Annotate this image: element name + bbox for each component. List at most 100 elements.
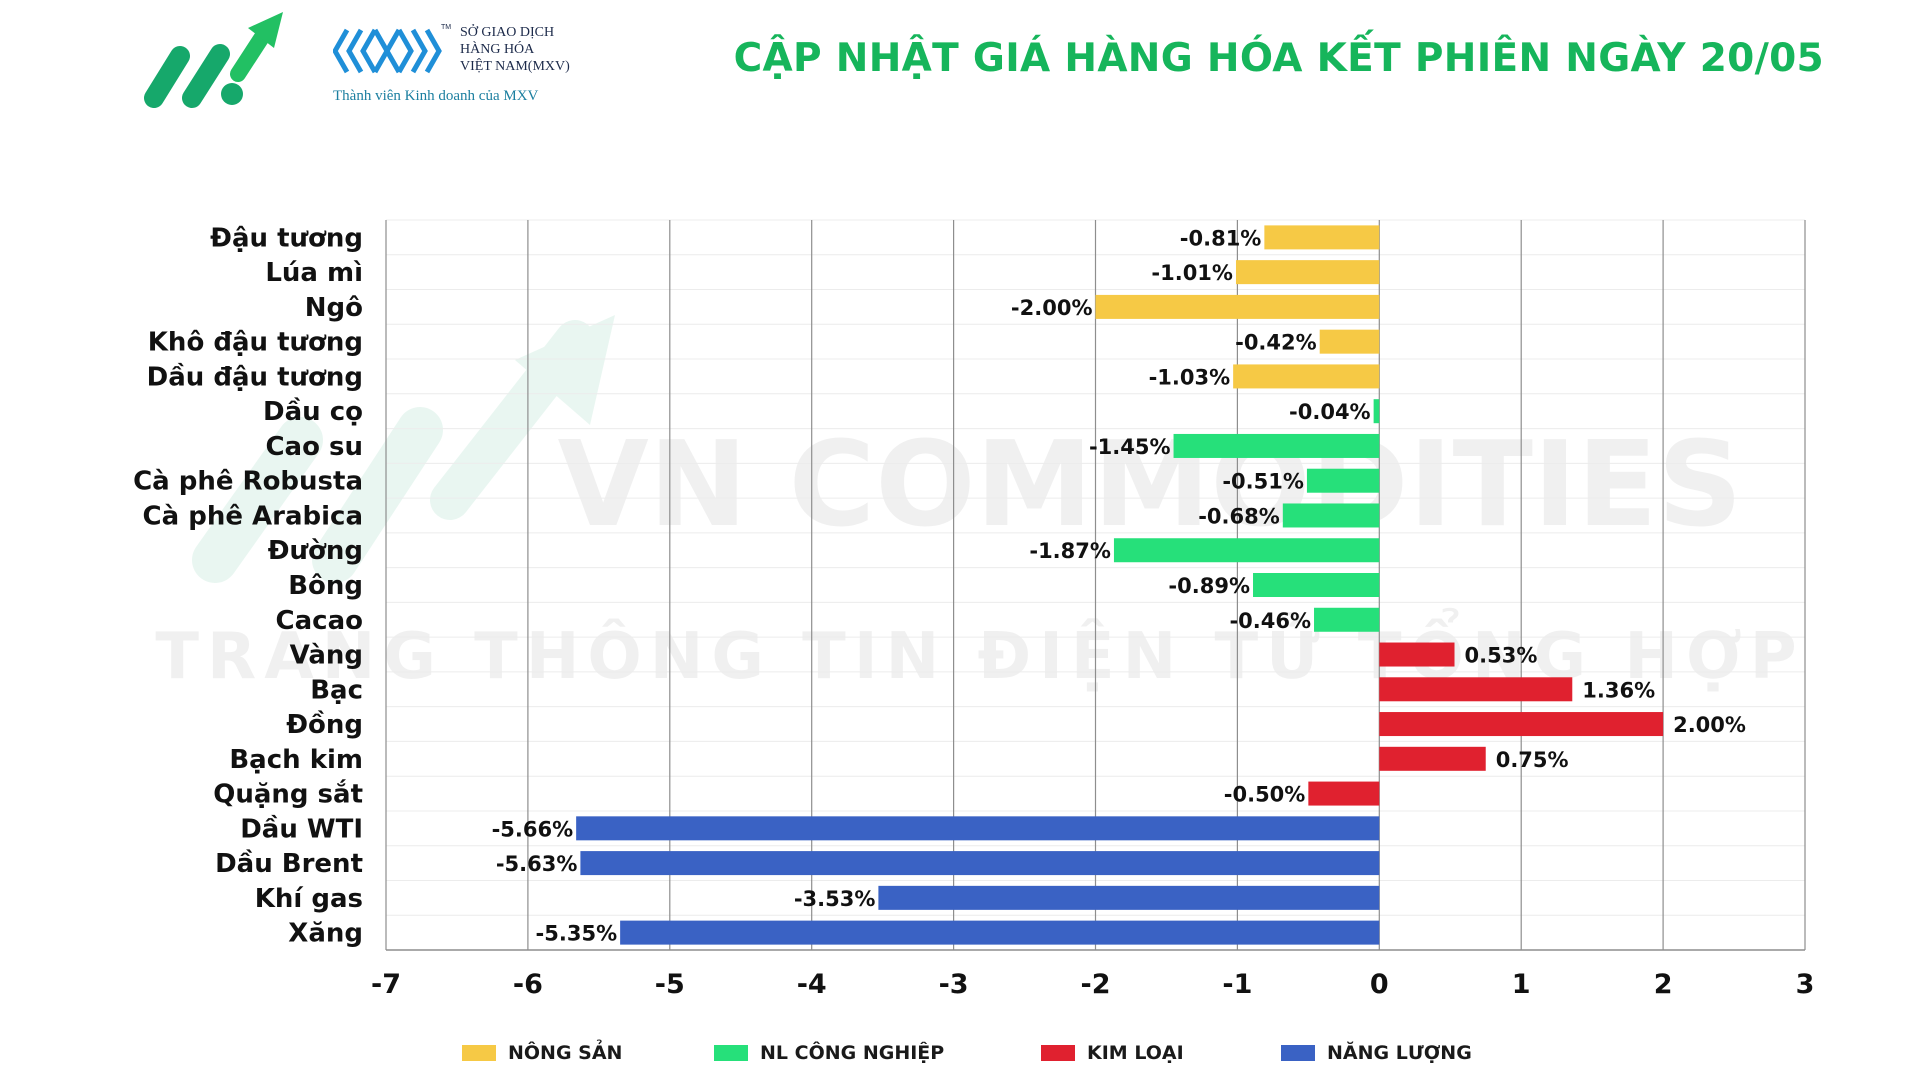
legend-swatch	[1041, 1045, 1075, 1061]
mxv-logo-icon	[333, 28, 442, 74]
legend-item: NĂNG LƯỢNG	[1281, 1038, 1472, 1068]
chart-legend: NÔNG SẢN NL CÔNG NGHIỆP KIM LOẠI NĂNG LƯỢNG	[0, 1038, 1920, 1068]
bar	[1379, 746, 1486, 771]
data-label: -3.53%	[794, 887, 876, 911]
x-tick-label: -7	[371, 969, 401, 1000]
bar	[1095, 294, 1380, 319]
page-title: CẬP NHẬT GIÁ HÀNG HÓA KẾT PHIÊN NGÀY 20/…	[733, 36, 1824, 81]
category-label: Quặng sắt	[213, 779, 363, 810]
data-label: -0.46%	[1229, 609, 1311, 633]
data-label: -0.68%	[1198, 504, 1280, 528]
category-label: Xăng	[288, 919, 363, 949]
data-label: -1.45%	[1089, 435, 1171, 459]
bar	[1379, 677, 1573, 702]
data-label: 0.75%	[1496, 748, 1569, 772]
bar	[1173, 433, 1380, 458]
data-label: 1.36%	[1582, 678, 1655, 702]
x-tick-label: -3	[939, 969, 969, 1000]
bar	[580, 851, 1380, 876]
legend-item: KIM LOẠI	[1041, 1038, 1184, 1068]
bar	[1282, 503, 1380, 528]
category-label: Dầu Brent	[215, 848, 363, 879]
category-label: Ngô	[305, 293, 363, 323]
category-label: Dầu cọ	[263, 396, 363, 427]
bar	[1253, 573, 1380, 597]
data-label: -1.87%	[1029, 539, 1111, 563]
bar	[1373, 399, 1380, 424]
x-tick-label: 3	[1796, 969, 1815, 1000]
bar	[1379, 712, 1664, 737]
data-label: -0.04%	[1289, 400, 1371, 424]
category-label: Cao su	[265, 432, 363, 462]
legend-label: NÔNG SẢN	[508, 1042, 623, 1064]
data-label: -1.03%	[1149, 365, 1231, 389]
legend-item: NÔNG SẢN	[462, 1038, 622, 1068]
x-tick-label: -6	[513, 969, 543, 1000]
category-label: Khí gas	[255, 884, 363, 914]
category-label: Cà phê Arabica	[143, 501, 363, 531]
category-label: Bạc	[310, 675, 363, 705]
x-tick-label: -1	[1222, 969, 1252, 1000]
category-label: Vàng	[290, 641, 363, 671]
mxv-name-line-3: VIỆT NAM(MXV)	[460, 59, 570, 74]
bar	[1235, 260, 1380, 285]
data-label: -0.51%	[1222, 470, 1304, 494]
category-label: Đồng	[286, 709, 363, 740]
category-label: Cà phê Robusta	[133, 467, 363, 497]
bar	[620, 920, 1380, 945]
legend-swatch	[462, 1045, 496, 1061]
bar	[1264, 225, 1380, 250]
data-label: 0.53%	[1465, 644, 1538, 668]
data-label: -2.00%	[1011, 296, 1093, 320]
category-label: Đường	[268, 536, 363, 566]
x-tick-label: 0	[1370, 969, 1389, 1000]
legend-label: KIM LOẠI	[1087, 1042, 1184, 1064]
data-label: -5.63%	[496, 852, 578, 876]
mxv-name: SỞ GIAO DỊCH HÀNG HÓA VIỆT NAM(MXV)	[460, 24, 570, 75]
category-label: Bạch kim	[229, 745, 363, 775]
x-tick-label: 1	[1512, 969, 1531, 1000]
legend-label: NĂNG LƯỢNG	[1327, 1042, 1472, 1064]
header: SỞ GIAO DỊCH HÀNG HÓA VIỆT NAM(MXV) Thàn…	[0, 0, 1920, 130]
data-label: -0.42%	[1235, 331, 1317, 355]
data-label: -1.01%	[1151, 261, 1233, 285]
chart-labels: Đậu tương -0.81% Lúa mì -1.01% Ngô -2.00% Khô …	[133, 223, 1746, 948]
mxv-name-line-1: SỞ GIAO DỊCH	[460, 25, 555, 40]
mxv-trademark: TM	[441, 24, 452, 31]
bar	[576, 816, 1380, 841]
category-label: Khô đậu tương	[148, 328, 363, 358]
legend-item: NL CÔNG NGHIỆP	[714, 1038, 944, 1068]
mxv-name-line-2: HÀNG HÓA	[460, 42, 535, 57]
category-label: Cacao	[276, 606, 363, 636]
chart-bars	[576, 225, 1664, 945]
legend-label: NL CÔNG NGHIỆP	[760, 1042, 945, 1064]
watermark-arrow-icon	[192, 315, 615, 583]
data-label: -0.89%	[1168, 574, 1250, 598]
data-label: -0.50%	[1224, 783, 1306, 807]
bar	[1314, 607, 1380, 632]
data-label: -5.66%	[492, 817, 574, 841]
category-label: Dầu WTI	[240, 813, 363, 844]
x-tick-label: -5	[655, 969, 685, 1000]
legend-swatch	[714, 1045, 748, 1061]
x-tick-label: -2	[1081, 969, 1111, 1000]
watermark-main: VN COMMODITIES	[557, 415, 1742, 553]
bar	[1233, 364, 1380, 389]
x-tick-label: -4	[797, 969, 827, 1000]
bar	[1379, 642, 1455, 667]
bar	[1319, 329, 1380, 354]
x-tick-label: 2	[1654, 969, 1673, 1000]
category-label: Dầu đậu tương	[147, 361, 363, 392]
bar	[1306, 468, 1380, 493]
mxv-member-note: Thành viên Kinh doanh của MXV	[333, 88, 539, 104]
data-label: -0.81%	[1180, 226, 1262, 250]
bar	[1113, 538, 1380, 563]
bar	[878, 885, 1380, 910]
data-label: 2.00%	[1673, 713, 1746, 737]
legend-swatch	[1281, 1045, 1315, 1061]
category-label: Lúa mì	[265, 258, 363, 288]
category-label: Bông	[288, 571, 363, 601]
data-label: -5.35%	[536, 922, 618, 946]
category-label: Đậu tương	[210, 223, 363, 253]
